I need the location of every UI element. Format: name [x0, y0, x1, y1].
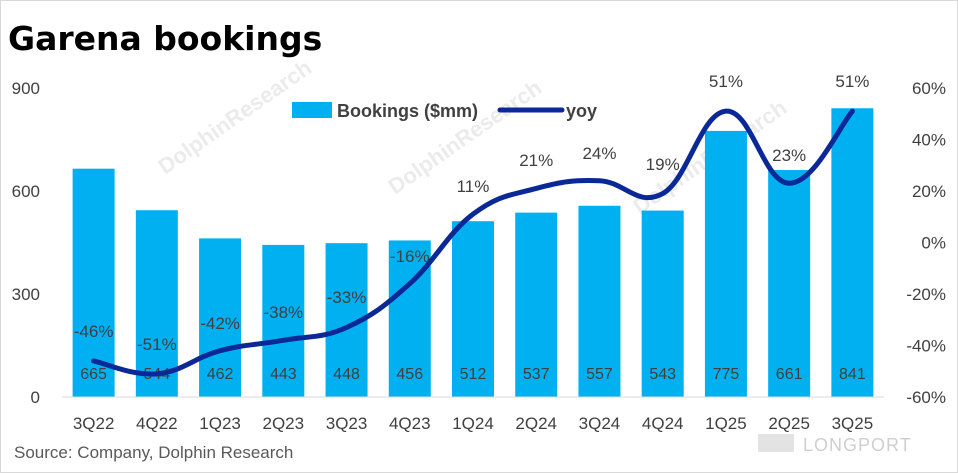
- legend: Bookings ($mm) yoy: [292, 101, 597, 121]
- y-right-tick-label: 40%: [912, 131, 946, 150]
- bar-value-label: 443: [270, 366, 297, 383]
- x-axis: 3Q22 4Q22 1Q23 2Q23 3Q23 4Q23 1Q24 2Q24 3Q24 4Q24…: [73, 414, 873, 433]
- y-left-tick-label: 600: [12, 182, 40, 201]
- bar-1Q24: [452, 221, 494, 397]
- x-tick-label: 1Q24: [452, 414, 494, 433]
- bar-value-label: 543: [649, 366, 676, 383]
- x-tick-label: 2Q25: [768, 414, 810, 433]
- yoy-value-label: 21%: [519, 151, 553, 170]
- bar-value-label: 537: [523, 366, 550, 383]
- bars-group: [72, 108, 874, 398]
- y-left-tick-label: 0: [31, 388, 40, 407]
- yoy-value-label: -46%: [74, 322, 114, 341]
- yoy-value-label: -16%: [390, 247, 430, 266]
- chart-title: Garena bookings: [8, 19, 322, 58]
- bar-1Q23: [199, 238, 242, 397]
- bar-4Q24: [641, 210, 684, 397]
- y-right-tick-label: -40%: [906, 337, 946, 356]
- yoy-labels-group: -46% -51% -42% -38% -33% -16% 11% 21% 24% 19% 51% 2…: [74, 72, 870, 354]
- x-tick-label: 1Q23: [199, 414, 241, 433]
- y-right-tick-label: -20%: [906, 285, 946, 304]
- yoy-value-label: -38%: [263, 303, 303, 322]
- x-tick-label: 3Q25: [832, 414, 874, 433]
- x-tick-label: 4Q23: [389, 414, 431, 433]
- bar-value-label: 462: [207, 366, 234, 383]
- y-left-axis: 0 300 600 900: [12, 79, 40, 407]
- bar-value-label: 841: [839, 366, 866, 383]
- y-left-tick-label: 900: [12, 79, 40, 98]
- legend-bookings-label: Bookings ($mm): [337, 101, 478, 121]
- y-right-tick-label: 20%: [912, 182, 946, 201]
- bar-1Q25: [704, 130, 747, 397]
- y-right-axis: -60% -40% -20% 0% 20% 40% 60%: [906, 79, 946, 407]
- yoy-value-label: 24%: [582, 144, 616, 163]
- yoy-value-label: -51%: [137, 335, 177, 354]
- yoy-value-label: 23%: [772, 146, 806, 165]
- longport-logo: LONGPORT: [758, 434, 912, 455]
- bar-2Q24: [515, 212, 558, 397]
- y-right-tick-label: 0%: [921, 234, 946, 253]
- bar-value-label: 661: [776, 366, 803, 383]
- x-tick-label: 4Q24: [642, 414, 684, 433]
- bar-value-label: 775: [713, 366, 740, 383]
- x-tick-label: 1Q25: [705, 414, 747, 433]
- bar-4Q22: [135, 210, 178, 397]
- bar-3Q24: [578, 205, 621, 397]
- source-note: Source: Company, Dolphin Research: [14, 443, 293, 462]
- yoy-value-label: 51%: [835, 72, 869, 91]
- x-tick-label: 3Q22: [73, 414, 115, 433]
- brand-text: LONGPORT: [803, 435, 912, 455]
- plot-area: 665 544 462 443 448 456 512 537 557 543 775 661 841 …: [62, 72, 884, 398]
- y-right-tick-label: 60%: [912, 79, 946, 98]
- legend-bar-swatch: [292, 102, 332, 118]
- bar-labels-group: 665 544 462 443 448 456 512 537 557 543 775 661 841: [80, 366, 866, 383]
- yoy-line: [91, 108, 855, 377]
- bar-3Q25: [831, 108, 874, 398]
- x-tick-label: 4Q22: [136, 414, 178, 433]
- bar-value-label: 665: [80, 366, 107, 383]
- yoy-value-label: 51%: [709, 72, 743, 91]
- yoy-value-label: 19%: [646, 155, 680, 174]
- bar-2Q23: [262, 244, 305, 397]
- x-tick-label: 2Q24: [515, 414, 557, 433]
- y-right-tick-label: -60%: [906, 388, 946, 407]
- yoy-value-label: 11%: [457, 177, 490, 196]
- x-tick-label: 3Q23: [326, 414, 368, 433]
- bar-value-label: 456: [396, 366, 423, 383]
- y-left-tick-label: 300: [12, 285, 40, 304]
- yoy-value-label: -33%: [327, 288, 367, 307]
- x-tick-label: 2Q23: [263, 414, 305, 433]
- bar-value-label: 512: [460, 366, 487, 383]
- bar-value-label: 448: [333, 366, 360, 383]
- bar-value-label: 557: [586, 366, 613, 383]
- legend-yoy-label: yoy: [566, 101, 597, 121]
- yoy-value-label: -42%: [200, 314, 240, 333]
- bar-2Q25: [768, 170, 811, 397]
- x-tick-label: 3Q24: [579, 414, 621, 433]
